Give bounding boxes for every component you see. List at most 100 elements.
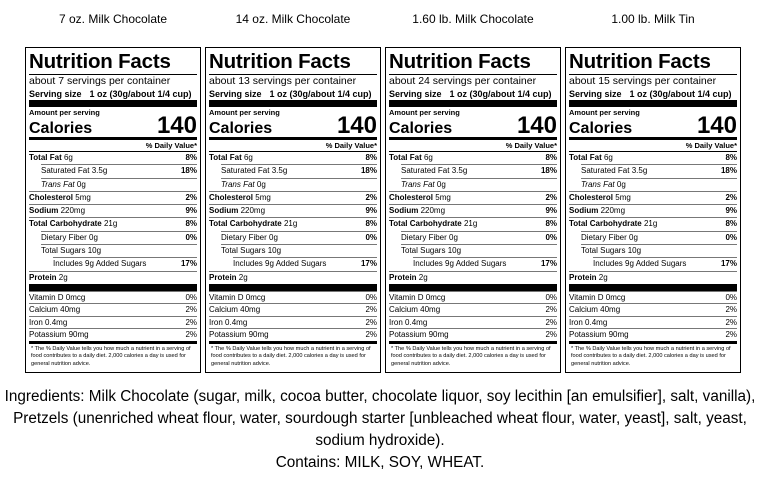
contains: Contains: MILK, SOY, WHEAT. [275, 454, 485, 471]
nutrient-dv: 17% [720, 259, 737, 269]
calories-row: Calories 140 [569, 114, 737, 138]
serving-size: 1 oz (30g/about 1/4 cup) [449, 89, 552, 99]
nutrient-name: Protein [389, 272, 417, 282]
nutrient-name-amount: Total Carbohydrate 21g [209, 218, 297, 230]
serving-size-row: Serving size 1 oz (30g/about 1/4 cup) [29, 88, 197, 100]
medium-bar [29, 340, 197, 344]
nutrient-name-amount: Trans Fat 0g [581, 179, 626, 191]
nutrient-row: Sodium 220mg 9% [29, 204, 197, 217]
label-title: Nutrition Facts [29, 50, 171, 73]
nutrient-row: Includes 9g Added Sugars 17% [53, 257, 197, 270]
nutrient-amount: 6g [243, 153, 253, 162]
ingredients-block: Ingredients: Milk Chocolate (sugar, milk… [0, 386, 760, 474]
nutrient-row: Dietary Fiber 0g 0% [581, 230, 737, 244]
nutrient-dv: 2% [545, 192, 557, 202]
calories-row: Calories 140 [29, 112, 197, 139]
nutrient-name-amount: Trans Fat 0g [41, 179, 86, 191]
servings: about 13 servings per container [209, 74, 377, 88]
medium-bar [209, 340, 377, 344]
nutrient-name-amount: Includes 9g Added Sugars [413, 258, 506, 270]
nutrient-row: Protein 2g [29, 270, 197, 284]
nutrient-dv: 2% [185, 192, 197, 202]
nutrient-name-amount: Includes 9g Added Sugars [53, 258, 146, 270]
nutrient-name: Total Fat [569, 153, 602, 162]
nutrient-name-amount: Protein 2g [569, 272, 608, 284]
daily-value-header: % Daily Value* [505, 141, 557, 150]
vitamin-row: Potassium 90mg 2% [389, 328, 557, 341]
nutrient-dv: 8% [545, 219, 557, 229]
nutrient-name-amount: Sodium 220mg [209, 205, 265, 217]
thick-bar [389, 283, 557, 291]
nutrient-name: Total Carbohydrate [569, 219, 642, 229]
nutrient-name-amount: Sodium 220mg [29, 205, 85, 217]
nutrient-row: Saturated Fat 3.5g 18% [41, 164, 197, 177]
thick-bar [569, 100, 737, 107]
medium-bar [29, 137, 197, 140]
label-title: Nutrition Facts [209, 50, 351, 73]
nutrient-name: Total Sugars [401, 246, 446, 256]
nutrient-row: Cholesterol 5mg 2% [569, 190, 737, 204]
nutrient-dv: 9% [545, 206, 557, 216]
nutrient-row: Total Sugars 10g [221, 244, 377, 257]
nutrient-dv: 0% [185, 232, 197, 242]
vitamin-name: Potassium [389, 330, 427, 340]
vitamin-amount: 90mg [248, 330, 269, 340]
nutrient-row: Includes 9g Added Sugars 17% [233, 257, 377, 270]
vitamin-amount: 40mg [600, 305, 621, 315]
calories-value: 140 [156, 112, 197, 139]
nutrient-amount: 5mg [255, 192, 271, 202]
vitamin-dv: 2% [725, 317, 737, 327]
nutrient-amount: 21g [103, 219, 118, 229]
amount-per-serving: Amount per serving [29, 108, 100, 117]
nutrient-amount: 220mg [240, 206, 266, 216]
nutrient-row: Sodium 220mg 9% [209, 204, 377, 217]
ingredients: Ingredients: Milk Chocolate (sugar, milk… [4, 388, 756, 449]
vitamin-row: Iron 0.4mg 2% [569, 315, 737, 329]
daily-value-header: % Daily Value* [685, 141, 737, 150]
serving-size-label: Serving size [569, 89, 622, 99]
thick-bar [29, 283, 197, 291]
footnote: * The % Daily Value tells you how much a… [31, 345, 191, 367]
nutrient-dv: 17% [360, 259, 377, 269]
serving-size-row: Serving size 1 oz (30g/about 1/4 cup) [209, 88, 377, 100]
nutrient-amount: 220mg [60, 206, 86, 216]
nutrient-amount: 2g [238, 272, 248, 282]
nutrient-dv: 17% [540, 259, 557, 269]
vitamin-dv: 2% [365, 305, 377, 315]
nutrient-name: Includes 9g Added Sugars [53, 259, 147, 269]
nutrient-dv: 9% [365, 206, 377, 216]
nutrient-row: Cholesterol 5mg 2% [389, 190, 557, 204]
vitamin-name: Calcium [389, 305, 418, 315]
nutrient-name-amount: Cholesterol 5mg [569, 192, 631, 204]
nutrient-amount: 2g [58, 272, 68, 282]
daily-value-header: % Daily Value* [145, 141, 197, 150]
vitamin-dv: 2% [185, 317, 197, 327]
vitamin-amount: 40mg [420, 305, 441, 315]
nutrient-amount: 10g [87, 246, 102, 256]
vitamin-dv: 2% [725, 305, 737, 315]
nutrient-name-amount: Saturated Fat 3.5g [401, 165, 467, 177]
label-heading: 14 oz. Milk Chocolate [235, 12, 351, 26]
nutrient-name-amount: Total Carbohydrate 21g [389, 218, 477, 230]
vitamin-dv: 2% [725, 330, 737, 340]
vitamin-name-amount: Potassium 90mg [569, 329, 629, 341]
nutrient-name-amount: Protein 2g [209, 272, 248, 284]
nutrient-row: Saturated Fat 3.5g 18% [581, 164, 737, 177]
nutrient-amount: 0g [629, 232, 638, 242]
nutrient-row: Total Fat 6g 8% [569, 151, 737, 164]
daily-value-header: % Daily Value* [325, 141, 377, 150]
nutrient-name: Saturated Fat [581, 166, 630, 176]
nutrient-dv: 9% [185, 206, 197, 216]
nutrient-row: Protein 2g [569, 270, 737, 284]
vitamin-row: Iron 0.4mg 2% [209, 315, 377, 329]
nutrient-row: Saturated Fat 3.5g 18% [401, 164, 557, 177]
medium-bar [209, 137, 377, 140]
nutrient-amount: 6g [603, 153, 613, 162]
thick-bar [29, 100, 197, 107]
nutrient-amount: 6g [423, 153, 433, 162]
servings: about 7 servings per container [29, 74, 197, 88]
vitamin-name: Potassium [569, 330, 607, 340]
footnote: * The % Daily Value tells you how much a… [211, 345, 371, 367]
nutrient-name: Trans Fat [221, 179, 255, 189]
vitamin-dv: 2% [185, 330, 197, 340]
